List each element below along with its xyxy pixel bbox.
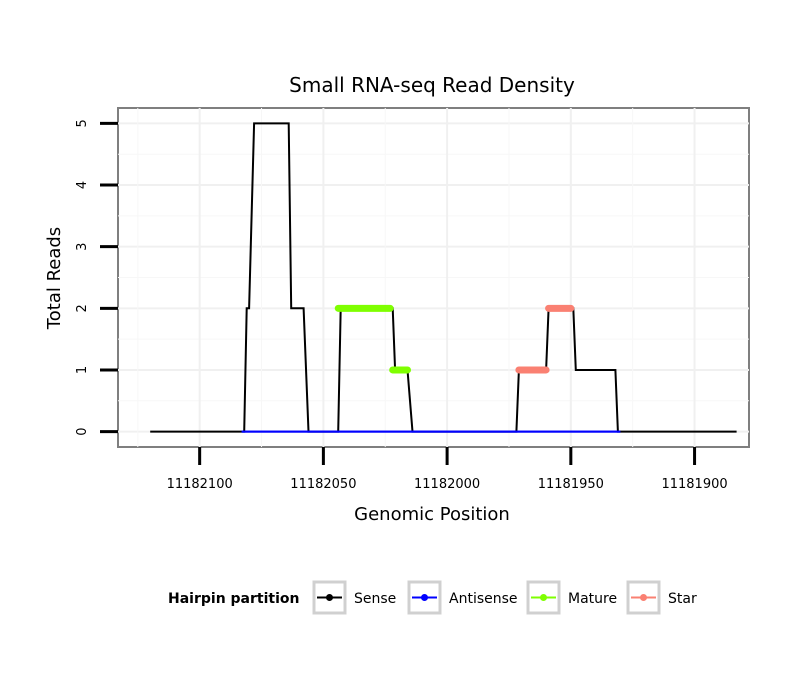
sense-series-line	[150, 122, 737, 433]
x-tick-label: 11182050	[290, 477, 356, 492]
y-tick-label: 5	[75, 119, 90, 127]
legend-item-mature: Mature	[526, 580, 617, 615]
y-tick-label: 0	[75, 427, 90, 435]
legend-item-antisense: Antisense	[407, 580, 518, 615]
y-tick-label: 4	[75, 181, 90, 189]
legend-title: Hairpin partition	[168, 591, 299, 607]
x-tick-label: 11182100	[167, 477, 233, 492]
legend-label: Mature	[568, 591, 617, 607]
y-tick-label: 2	[75, 304, 90, 312]
y-tick-label: 1	[75, 366, 90, 374]
legend-key-dot	[326, 594, 333, 601]
legend-key-dot	[540, 594, 547, 601]
y-axis: 0 1 2 3 4 5	[75, 119, 118, 436]
legend-item-sense: Sense	[312, 580, 396, 615]
chart-title: Small RNA-seq Read Density	[289, 73, 575, 97]
series-layer	[150, 122, 737, 433]
legend: Hairpin partition Sense Antisense Mature St…	[168, 580, 697, 615]
legend-key-dot	[421, 594, 428, 601]
legend-key-dot	[640, 594, 647, 601]
x-tick-label: 11182000	[414, 477, 480, 492]
legend-label: Sense	[354, 591, 396, 607]
legend-label: Star	[668, 591, 697, 607]
x-tick-label: 11181950	[538, 477, 604, 492]
x-axis-title: Genomic Position	[354, 504, 510, 525]
legend-item-star: Star	[626, 580, 697, 615]
legend-label: Antisense	[449, 591, 518, 607]
x-axis: 11182100 11182050 11182000 11181950 11181900	[167, 447, 728, 492]
x-tick-label: 11181900	[661, 477, 727, 492]
y-axis-title: Total Reads	[44, 227, 65, 330]
y-tick-label: 3	[75, 243, 90, 251]
